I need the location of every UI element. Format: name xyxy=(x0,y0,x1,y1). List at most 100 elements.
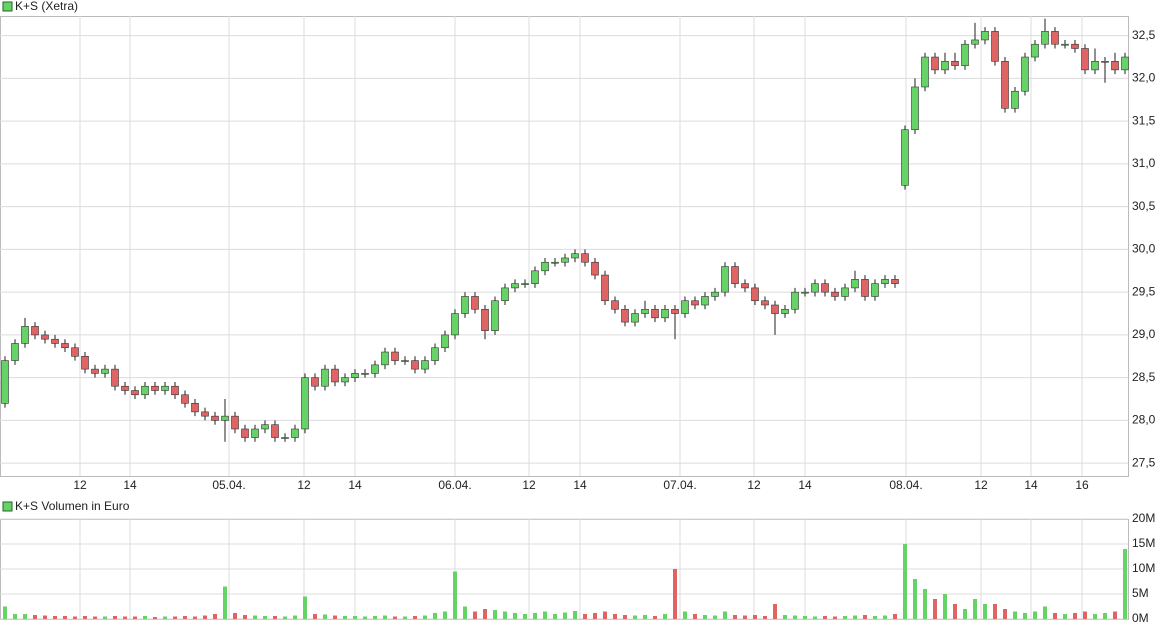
bar xyxy=(373,616,377,619)
x-tick-label: 05.04. xyxy=(212,478,245,492)
candle-body xyxy=(461,296,469,314)
bar xyxy=(923,589,927,619)
candle-body xyxy=(721,266,729,293)
y-tick-label: 30,0 xyxy=(1132,242,1156,256)
bar xyxy=(853,615,857,619)
bar xyxy=(293,615,297,619)
bar xyxy=(163,616,167,619)
x-tick-label: 12 xyxy=(522,478,536,492)
candle-body xyxy=(681,300,689,314)
bar xyxy=(973,599,977,619)
candle-body xyxy=(121,385,129,391)
bar xyxy=(283,616,287,619)
candle-body xyxy=(671,308,679,314)
x-tick-label: 06.04. xyxy=(438,478,471,492)
candle-body xyxy=(561,257,569,263)
candle-body xyxy=(1031,43,1039,58)
bar xyxy=(633,615,637,619)
bar xyxy=(783,615,787,619)
bar xyxy=(813,616,817,619)
bar xyxy=(993,604,997,619)
bar xyxy=(883,615,887,619)
x-tick-label: 12 xyxy=(747,478,761,492)
bar xyxy=(523,614,527,619)
x-tick-label: 12 xyxy=(73,478,87,492)
bar xyxy=(593,613,597,619)
candle-body xyxy=(1051,31,1059,45)
candle-body xyxy=(411,360,419,370)
bar xyxy=(53,616,57,619)
candle-body xyxy=(831,291,839,297)
candle-body xyxy=(891,279,899,284)
bar xyxy=(1073,613,1077,619)
candle-body xyxy=(791,291,799,310)
candle-body xyxy=(1011,90,1019,109)
x-tick-label: 16 xyxy=(1075,478,1089,492)
bar xyxy=(1113,611,1117,619)
candle-body xyxy=(1111,61,1119,71)
bar xyxy=(153,617,157,619)
bar xyxy=(143,616,147,619)
y-tick-label: 28,5 xyxy=(1132,370,1156,384)
x-tick-label: 14 xyxy=(123,478,137,492)
bar xyxy=(583,614,587,619)
candle-body xyxy=(341,377,349,383)
bar xyxy=(833,616,837,619)
candle-body xyxy=(591,261,599,276)
bar xyxy=(643,615,647,619)
candle-body xyxy=(151,385,159,391)
bar xyxy=(843,616,847,619)
candle-body xyxy=(271,424,279,438)
bar xyxy=(173,616,177,619)
x-tick-label: 14 xyxy=(798,478,812,492)
bar xyxy=(493,610,497,619)
bar xyxy=(33,615,37,619)
candle-body xyxy=(961,43,969,66)
bar xyxy=(43,615,47,619)
bar xyxy=(393,616,397,619)
candle-body xyxy=(441,334,449,349)
candle-body xyxy=(211,415,219,421)
candle-body xyxy=(511,283,519,289)
candle-body xyxy=(921,56,929,88)
candle-body xyxy=(1081,48,1089,71)
bar xyxy=(83,616,87,619)
legend-swatch xyxy=(2,501,13,512)
candle-body xyxy=(471,296,479,310)
bar xyxy=(1103,613,1107,619)
chart-title: K+S (Xetra) xyxy=(15,0,78,13)
bar xyxy=(623,615,627,619)
candle-body xyxy=(601,274,609,302)
bar xyxy=(313,614,317,619)
bar xyxy=(673,569,677,619)
candle-body xyxy=(1101,61,1109,63)
bar xyxy=(213,614,217,619)
candle-body xyxy=(571,253,579,259)
bar xyxy=(343,616,347,619)
candle-body xyxy=(761,300,769,306)
candle-body xyxy=(1121,56,1129,71)
bar xyxy=(543,611,547,619)
candle-body xyxy=(61,343,69,349)
y-tick-label: 28,0 xyxy=(1132,413,1156,427)
bar xyxy=(63,616,67,619)
candle-body xyxy=(1091,61,1099,71)
candle-body xyxy=(631,313,639,323)
candle-body xyxy=(951,61,959,66)
candle-body xyxy=(51,338,59,344)
candle-body xyxy=(811,283,819,293)
candle-body xyxy=(21,326,29,344)
candle-body xyxy=(611,300,619,310)
candle-body xyxy=(481,308,489,331)
candle-body xyxy=(821,283,829,293)
x-tick-label: 07.04. xyxy=(663,478,696,492)
candle-body xyxy=(191,403,199,413)
bar xyxy=(753,615,757,619)
candle-body xyxy=(201,411,209,417)
y-tick-label: 15M xyxy=(1132,536,1155,550)
candle-body xyxy=(351,373,359,378)
candle-body xyxy=(301,377,309,430)
bar xyxy=(273,616,277,619)
bar xyxy=(233,613,237,619)
y-tick-label: 29,0 xyxy=(1132,327,1156,341)
